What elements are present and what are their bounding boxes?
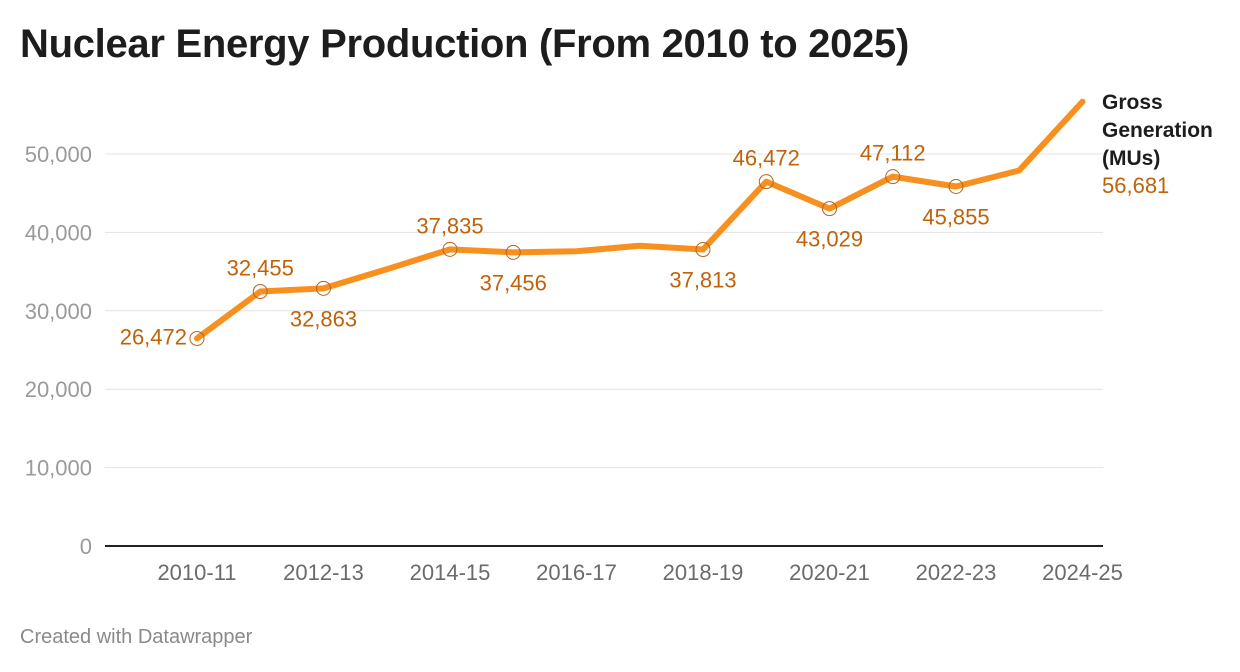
chart-title: Nuclear Energy Production (From 2010 to … bbox=[20, 22, 909, 66]
data-label: 47,112 bbox=[860, 141, 926, 166]
data-label: 37,813 bbox=[669, 268, 736, 293]
data-point-marker bbox=[316, 280, 331, 296]
data-point-marker bbox=[442, 241, 458, 257]
y-tick-label: 40,000 bbox=[25, 220, 92, 245]
data-label: 43,029 bbox=[796, 227, 863, 252]
series-legend-label: Gross bbox=[1102, 91, 1163, 114]
data-point-marker bbox=[948, 178, 964, 194]
y-tick-label: 50,000 bbox=[25, 142, 92, 167]
x-tick-label: 2020-21 bbox=[789, 560, 870, 585]
data-point-marker bbox=[822, 201, 837, 217]
data-point-marker bbox=[885, 169, 901, 185]
data-label: 26,472 bbox=[120, 324, 187, 349]
x-tick-label: 2022-23 bbox=[916, 560, 997, 585]
x-tick-label: 2018-19 bbox=[663, 560, 744, 585]
data-label: 37,835 bbox=[416, 213, 483, 238]
series-legend-label: Generation bbox=[1102, 119, 1213, 142]
data-point-marker bbox=[758, 174, 774, 190]
y-tick-label: 0 bbox=[80, 534, 92, 559]
x-tick-label: 2024-25 bbox=[1042, 560, 1123, 585]
data-point-marker bbox=[252, 284, 268, 300]
data-label-last-value: 56,681 bbox=[1102, 173, 1169, 198]
data-label: 45,855 bbox=[922, 204, 989, 229]
data-label: 32,455 bbox=[227, 256, 294, 281]
data-label: 46,472 bbox=[733, 146, 800, 171]
series-legend-label: (MUs) bbox=[1102, 147, 1160, 170]
series-line-gross-generation bbox=[194, 98, 1086, 342]
x-tick-label: 2012-13 bbox=[283, 560, 364, 585]
credit-footer: Created with Datawrapper bbox=[20, 626, 253, 648]
x-tick-label: 2016-17 bbox=[536, 560, 617, 585]
y-tick-label: 10,000 bbox=[25, 456, 92, 481]
y-tick-label: 20,000 bbox=[25, 377, 92, 402]
data-point-marker bbox=[695, 242, 711, 258]
data-label: 32,863 bbox=[290, 306, 357, 331]
x-tick-label: 2014-15 bbox=[410, 560, 491, 585]
data-point-marker bbox=[189, 330, 205, 346]
y-tick-label: 30,000 bbox=[25, 299, 92, 324]
data-point-marker bbox=[505, 244, 521, 260]
line-chart: 0 10,000 20,000 30,000 40,000 50,000 2010-11 20… bbox=[25, 91, 1213, 585]
x-tick-label: 2010-11 bbox=[157, 560, 236, 585]
data-label: 37,456 bbox=[480, 270, 547, 295]
